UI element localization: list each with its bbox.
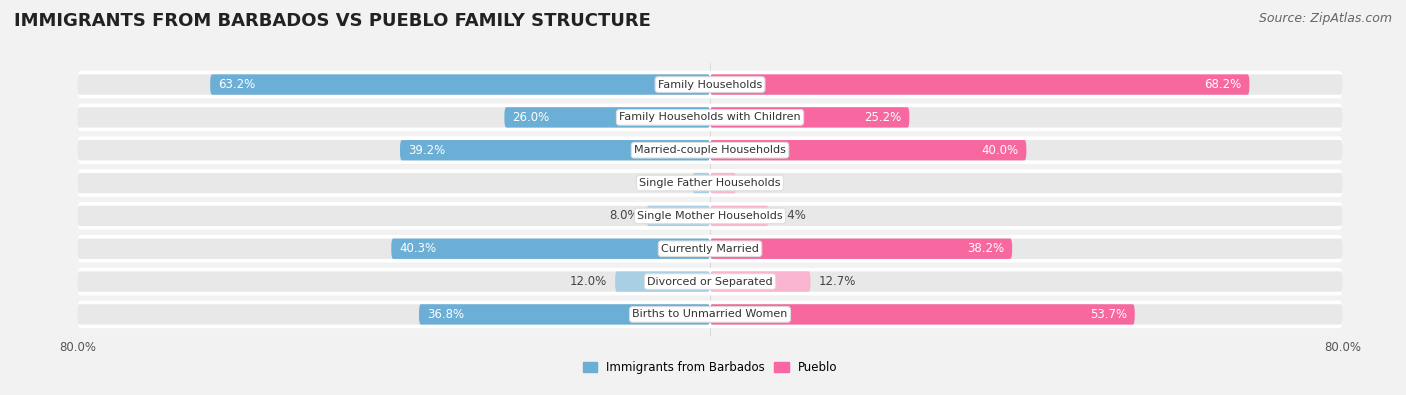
Text: 63.2%: 63.2%: [218, 78, 256, 91]
FancyBboxPatch shape: [77, 301, 1343, 328]
FancyBboxPatch shape: [77, 71, 1343, 98]
FancyBboxPatch shape: [77, 235, 1343, 263]
Text: Currently Married: Currently Married: [661, 244, 759, 254]
FancyBboxPatch shape: [391, 239, 710, 259]
FancyBboxPatch shape: [77, 140, 710, 160]
Text: 25.2%: 25.2%: [865, 111, 901, 124]
FancyBboxPatch shape: [77, 268, 1343, 295]
FancyBboxPatch shape: [77, 136, 1343, 164]
FancyBboxPatch shape: [710, 206, 1343, 226]
FancyBboxPatch shape: [616, 271, 710, 292]
FancyBboxPatch shape: [77, 271, 710, 292]
FancyBboxPatch shape: [710, 304, 1343, 325]
FancyBboxPatch shape: [710, 271, 810, 292]
Text: Divorced or Separated: Divorced or Separated: [647, 276, 773, 286]
FancyBboxPatch shape: [710, 74, 1250, 95]
Text: 12.0%: 12.0%: [569, 275, 607, 288]
FancyBboxPatch shape: [710, 173, 737, 193]
FancyBboxPatch shape: [419, 304, 710, 325]
Text: 39.2%: 39.2%: [408, 144, 446, 157]
FancyBboxPatch shape: [77, 103, 1343, 131]
Text: 40.3%: 40.3%: [399, 242, 436, 255]
FancyBboxPatch shape: [710, 271, 1343, 292]
FancyBboxPatch shape: [710, 74, 1343, 95]
FancyBboxPatch shape: [77, 304, 710, 325]
FancyBboxPatch shape: [710, 107, 910, 128]
Text: Family Households with Children: Family Households with Children: [619, 113, 801, 122]
FancyBboxPatch shape: [77, 173, 710, 193]
Text: 2.2%: 2.2%: [655, 177, 685, 190]
FancyBboxPatch shape: [77, 202, 1343, 229]
FancyBboxPatch shape: [77, 74, 710, 95]
Text: Source: ZipAtlas.com: Source: ZipAtlas.com: [1258, 12, 1392, 25]
FancyBboxPatch shape: [710, 304, 1135, 325]
Text: IMMIGRANTS FROM BARBADOS VS PUEBLO FAMILY STRUCTURE: IMMIGRANTS FROM BARBADOS VS PUEBLO FAMIL…: [14, 12, 651, 30]
FancyBboxPatch shape: [710, 206, 769, 226]
FancyBboxPatch shape: [505, 107, 710, 128]
Text: 36.8%: 36.8%: [427, 308, 464, 321]
Text: 53.7%: 53.7%: [1090, 308, 1126, 321]
Text: 7.4%: 7.4%: [776, 209, 806, 222]
FancyBboxPatch shape: [77, 239, 710, 259]
FancyBboxPatch shape: [77, 169, 1343, 197]
FancyBboxPatch shape: [77, 206, 710, 226]
FancyBboxPatch shape: [710, 140, 1343, 160]
Text: 40.0%: 40.0%: [981, 144, 1018, 157]
Text: 26.0%: 26.0%: [512, 111, 550, 124]
Text: Single Mother Households: Single Mother Households: [637, 211, 783, 221]
Text: 3.3%: 3.3%: [744, 177, 773, 190]
FancyBboxPatch shape: [77, 107, 710, 128]
Legend: Immigrants from Barbados, Pueblo: Immigrants from Barbados, Pueblo: [578, 356, 842, 379]
Text: Family Households: Family Households: [658, 79, 762, 90]
Text: 12.7%: 12.7%: [818, 275, 856, 288]
Text: 68.2%: 68.2%: [1205, 78, 1241, 91]
Text: Single Father Households: Single Father Households: [640, 178, 780, 188]
Text: 38.2%: 38.2%: [967, 242, 1004, 255]
Text: Married-couple Households: Married-couple Households: [634, 145, 786, 155]
Text: 8.0%: 8.0%: [609, 209, 638, 222]
FancyBboxPatch shape: [211, 74, 710, 95]
FancyBboxPatch shape: [401, 140, 710, 160]
Text: Births to Unmarried Women: Births to Unmarried Women: [633, 309, 787, 320]
FancyBboxPatch shape: [710, 107, 1343, 128]
FancyBboxPatch shape: [647, 206, 710, 226]
FancyBboxPatch shape: [710, 239, 1012, 259]
FancyBboxPatch shape: [710, 239, 1343, 259]
FancyBboxPatch shape: [693, 173, 710, 193]
FancyBboxPatch shape: [710, 140, 1026, 160]
FancyBboxPatch shape: [710, 173, 1343, 193]
